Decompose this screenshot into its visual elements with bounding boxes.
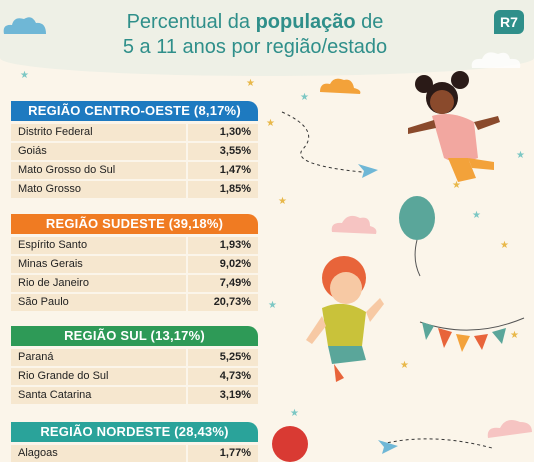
r7-logo: R7 xyxy=(494,10,524,34)
star-decoration: ★ xyxy=(300,92,309,103)
table-row: Rio de Janeiro 7,49% xyxy=(11,275,258,292)
state-name: Espírito Santo xyxy=(11,237,186,254)
state-name: Alagoas xyxy=(11,445,186,462)
paper-plane-icon xyxy=(358,164,378,178)
title-bold: população xyxy=(255,11,356,33)
region-sudeste: REGIÃO SUDESTE (39,18%) Espírito Santo 1,… xyxy=(11,214,258,311)
paper-plane-icon xyxy=(378,440,398,454)
page-title: Percentual da população de 5 a 11 anos p… xyxy=(60,10,450,60)
star-decoration: ★ xyxy=(246,78,255,89)
region-centro-oeste: REGIÃO CENTRO-OESTE (8,17%) Distrito Fed… xyxy=(11,101,258,198)
state-value: 3,55% xyxy=(188,143,258,160)
region-header: REGIÃO NORDESTE (28,43%) xyxy=(11,422,258,442)
state-value: 1,93% xyxy=(188,237,258,254)
table-row: Mato Grosso do Sul 1,47% xyxy=(11,162,258,179)
state-value: 1,77% xyxy=(188,445,258,462)
star-decoration: ★ xyxy=(500,240,509,251)
star-decoration: ★ xyxy=(510,330,519,341)
table-row: Goiás 3,55% xyxy=(11,143,258,160)
star-decoration: ★ xyxy=(266,118,275,129)
bunting-flag xyxy=(492,328,506,344)
state-name: Rio Grande do Sul xyxy=(11,368,186,385)
region-header: REGIÃO SUL (13,17%) xyxy=(11,326,258,346)
region-header: REGIÃO SUDESTE (39,18%) xyxy=(11,214,258,234)
state-value: 1,47% xyxy=(188,162,258,179)
table-row: Mato Grosso 1,85% xyxy=(11,181,258,198)
cloud-icon xyxy=(471,52,521,68)
table-row: Distrito Federal 1,30% xyxy=(11,124,258,141)
table-row: Rio Grande do Sul 4,73% xyxy=(11,368,258,385)
bunting-flag xyxy=(422,322,434,340)
state-value: 1,85% xyxy=(188,181,258,198)
table-row: São Paulo 20,73% xyxy=(11,294,258,311)
state-name: Goiás xyxy=(11,143,186,160)
state-value: 4,73% xyxy=(188,368,258,385)
state-name: Rio de Janeiro xyxy=(11,275,186,292)
state-name: Minas Gerais xyxy=(11,256,186,273)
star-decoration: ★ xyxy=(278,196,287,207)
cloud-icon xyxy=(3,17,46,34)
table-row: Minas Gerais 9,02% xyxy=(11,256,258,273)
state-value: 20,73% xyxy=(188,294,258,311)
cloud-icon xyxy=(487,420,532,438)
star-decoration: ★ xyxy=(268,300,277,311)
star-decoration: ★ xyxy=(400,360,409,371)
children-illustration xyxy=(272,71,532,462)
bunting-flag xyxy=(474,334,488,350)
star-decoration: ★ xyxy=(516,150,525,161)
state-value: 1,30% xyxy=(188,124,258,141)
state-value: 7,49% xyxy=(188,275,258,292)
state-value: 9,02% xyxy=(188,256,258,273)
bunting-flag xyxy=(438,328,452,348)
state-name: Paraná xyxy=(11,349,186,366)
state-name: Distrito Federal xyxy=(11,124,186,141)
boy-figure xyxy=(306,256,384,382)
table-row: Paraná 5,25% xyxy=(11,349,258,366)
region-header: REGIÃO CENTRO-OESTE (8,17%) xyxy=(11,101,258,121)
girl-figure xyxy=(408,71,500,182)
cloud-icon xyxy=(320,78,361,94)
state-name: Mato Grosso xyxy=(11,181,186,198)
star-decoration: ★ xyxy=(290,408,299,419)
title-line2: 5 a 11 anos por região/estado xyxy=(122,36,388,58)
state-value: 5,25% xyxy=(188,349,258,366)
table-row: Espírito Santo 1,93% xyxy=(11,237,258,254)
star-decoration: ★ xyxy=(20,70,29,81)
title-part2: de xyxy=(355,11,384,33)
state-name: São Paulo xyxy=(11,294,186,311)
state-value: 3,19% xyxy=(188,387,258,404)
table-row: Alagoas 1,77% xyxy=(11,445,258,462)
balloon-icon xyxy=(399,196,435,240)
state-name: Mato Grosso do Sul xyxy=(11,162,186,179)
balloon-icon xyxy=(272,426,308,462)
state-name: Santa Catarina xyxy=(11,387,186,404)
region-nordeste: REGIÃO NORDESTE (28,43%) Alagoas 1,77% xyxy=(11,422,258,462)
title-part1: Percentual da xyxy=(126,11,256,33)
star-decoration: ★ xyxy=(452,180,461,191)
table-row: Santa Catarina 3,19% xyxy=(11,387,258,404)
bunting-flag xyxy=(456,334,470,352)
header-background xyxy=(0,0,534,76)
star-decoration: ★ xyxy=(472,210,481,221)
cloud-icon xyxy=(331,215,377,234)
region-sul: REGIÃO SUL (13,17%) Paraná 5,25% Rio Gran… xyxy=(11,326,258,404)
